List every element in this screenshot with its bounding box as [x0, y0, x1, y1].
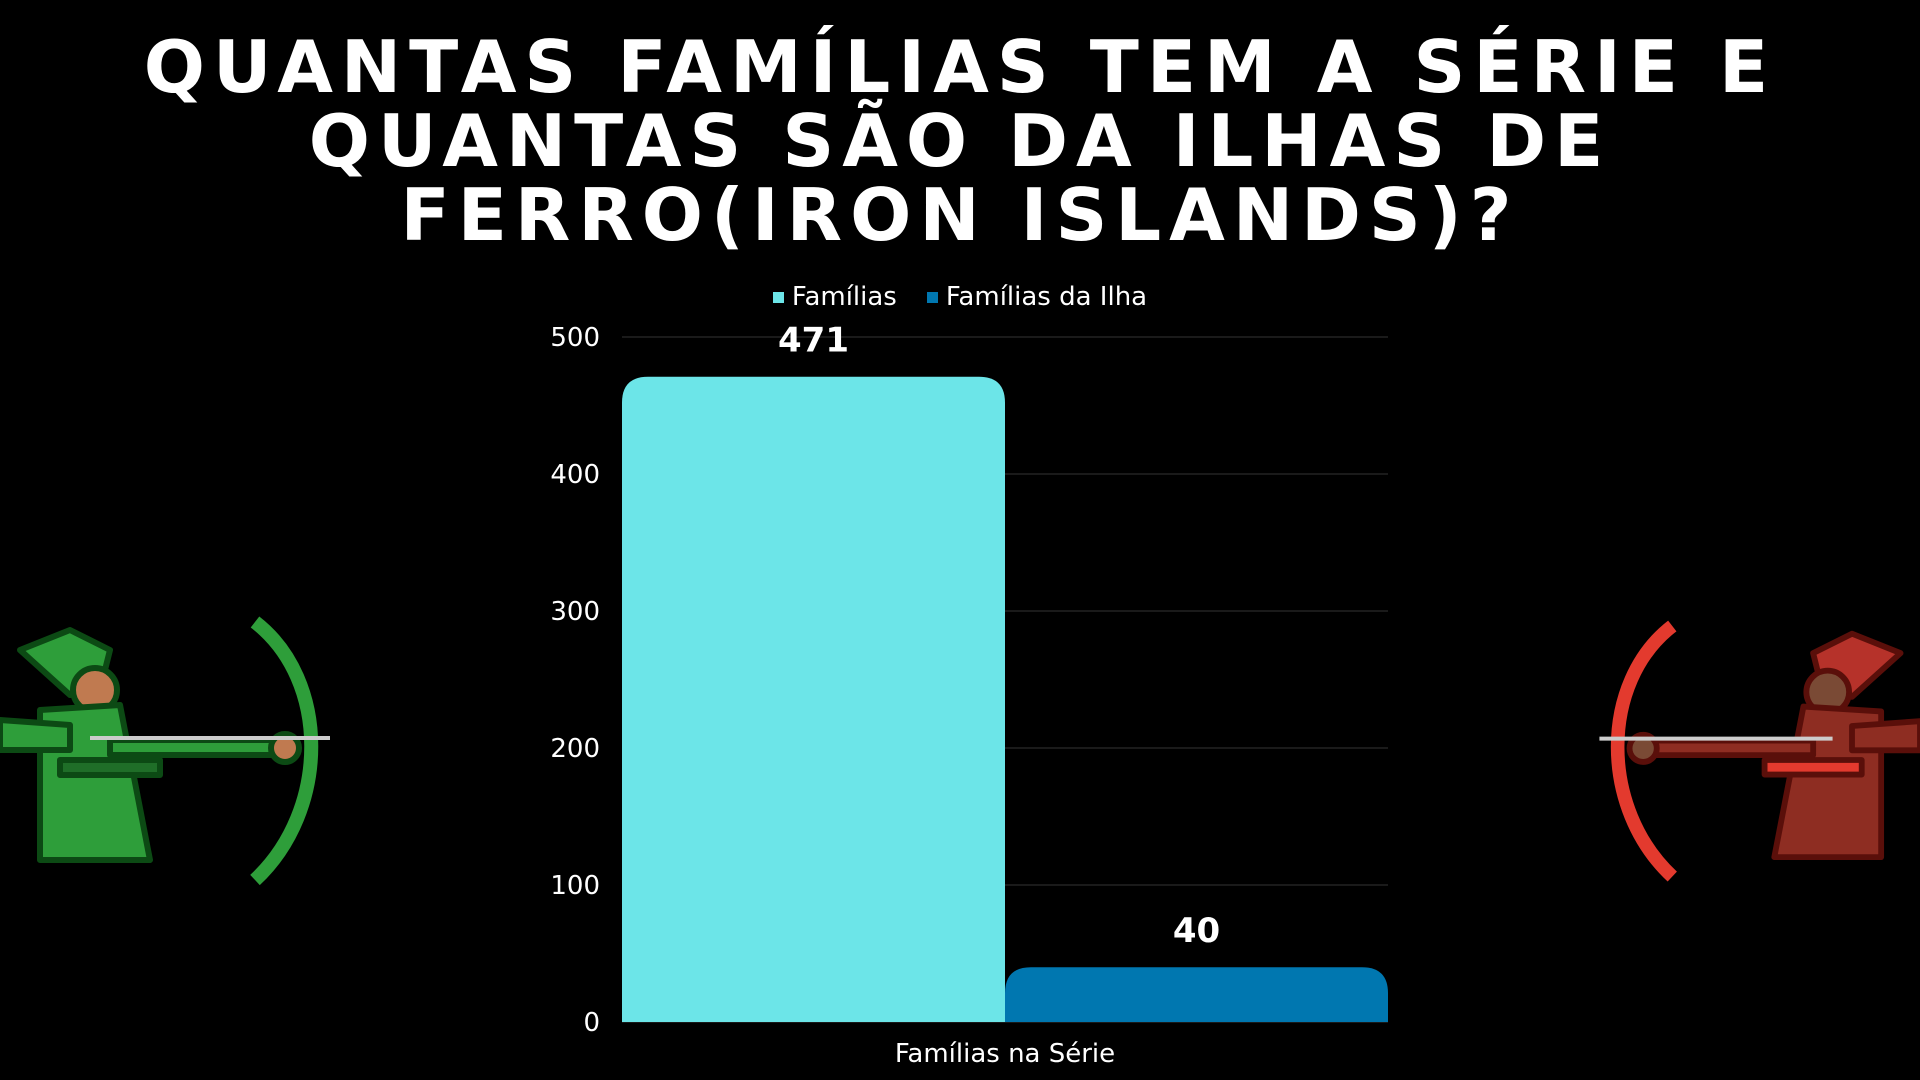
data-label: 471	[778, 321, 849, 361]
bar-familias	[622, 376, 1005, 1023]
chart-legend: Famílias Famílias da Ilha	[0, 282, 1920, 312]
legend-label-familias-ilha: Famílias da Ilha	[945, 282, 1148, 312]
green-archer-illustration	[0, 616, 330, 886]
legend-label-familias: Famílias	[791, 282, 897, 312]
bar-familias-ilha	[1005, 967, 1388, 1022]
title-line-1: Quantas Famílias tem a série e	[143, 25, 1777, 109]
legend-swatch-familias-ilha	[926, 291, 938, 303]
y-tick-label: 0	[583, 1008, 600, 1038]
title-line-2: quantas são da ilhas de	[308, 99, 1612, 183]
title-line-3: ferro(Iron Islands)?	[400, 173, 1520, 257]
red-archer-illustration	[1599, 620, 1920, 882]
y-tick-label: 100	[550, 871, 600, 901]
legend-swatch-familias	[772, 291, 784, 303]
y-tick-label: 400	[550, 460, 600, 490]
data-label: 40	[1173, 911, 1220, 951]
y-tick-label: 500	[550, 323, 600, 353]
x-category-label: Famílias na Série	[895, 1039, 1115, 1069]
chart-title: Quantas Famílias tem a série e quantas s…	[0, 30, 1920, 252]
y-tick-label: 200	[550, 734, 600, 764]
y-tick-label: 300	[550, 597, 600, 627]
legend-item-familias-ilha: Famílias da Ilha	[926, 282, 1148, 312]
legend-item-familias: Famílias	[772, 282, 897, 312]
